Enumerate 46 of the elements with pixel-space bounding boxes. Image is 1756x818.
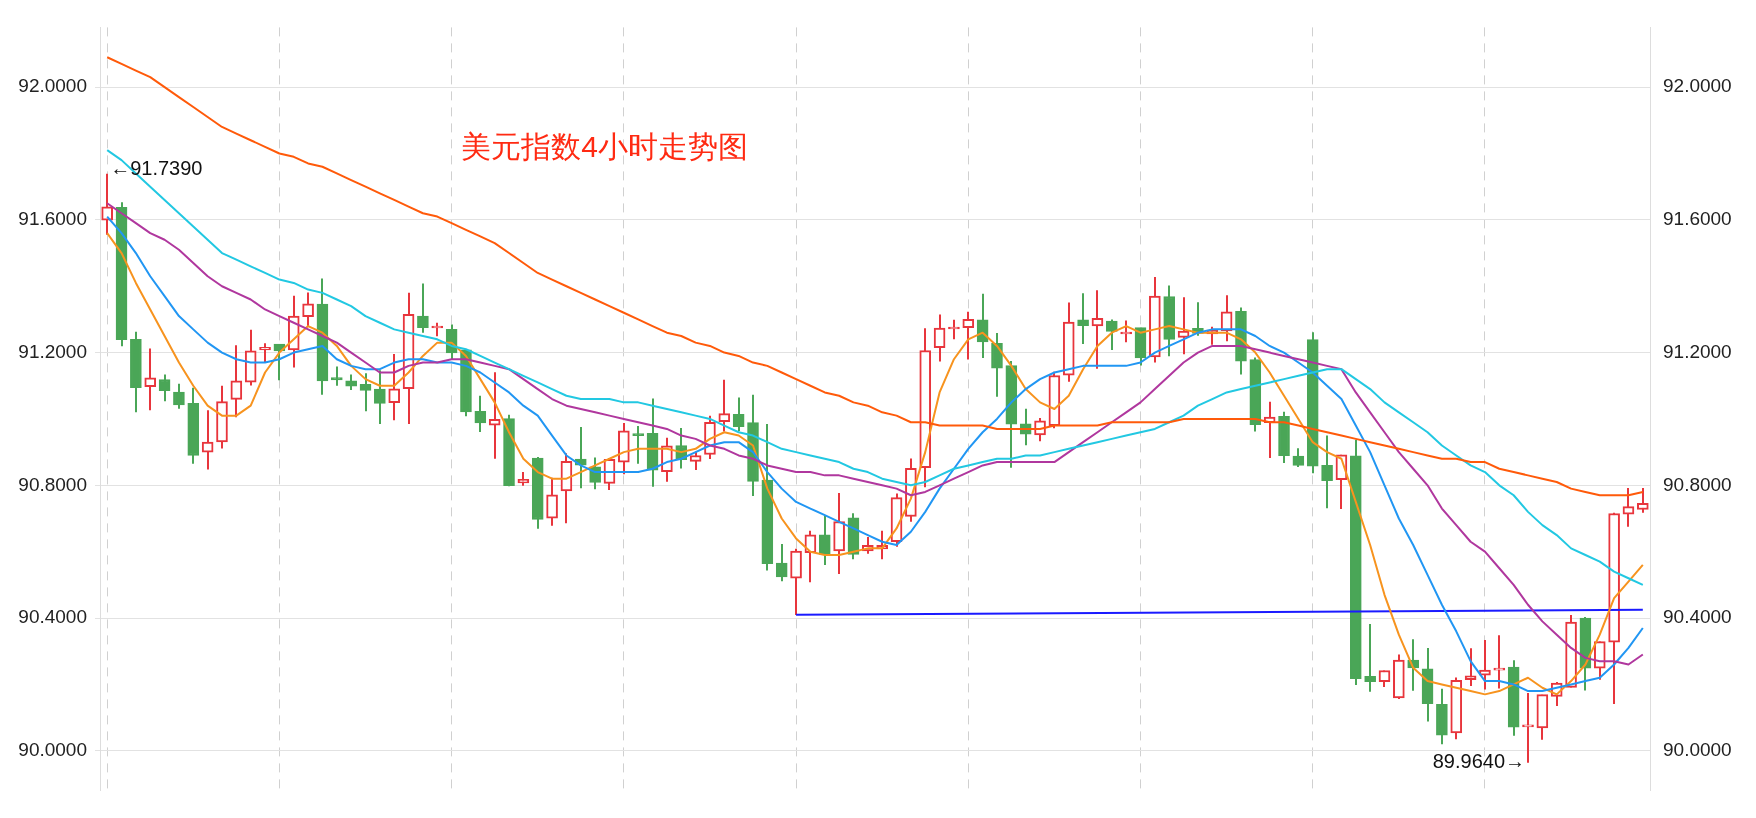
candlestick xyxy=(1077,292,1089,345)
candlestick xyxy=(732,396,745,433)
y-tick-label: 92.0000 xyxy=(18,75,87,97)
candlestick xyxy=(933,313,946,363)
candlestick xyxy=(374,369,386,425)
y2-tick-label: 90.4000 xyxy=(1663,606,1732,628)
candlestick xyxy=(158,373,171,403)
candlestick xyxy=(302,291,314,328)
candlestick xyxy=(488,371,501,460)
y-tick-label: 91.2000 xyxy=(18,340,87,362)
candlestick xyxy=(388,352,401,422)
y-tick-label: 90.4000 xyxy=(18,606,87,628)
y-tick-label: 90.8000 xyxy=(18,473,87,495)
candlestick xyxy=(818,514,831,566)
candlestick xyxy=(790,547,802,617)
annotation: 89.9640→ xyxy=(1432,750,1526,773)
y2-tick-label: 91.2000 xyxy=(1663,340,1732,362)
text: 美元指数4小时走势图 xyxy=(461,130,748,164)
candlestick xyxy=(632,424,645,465)
candlestick xyxy=(1292,447,1305,469)
candlestick xyxy=(1364,623,1376,693)
y-tick-label: 91.6000 xyxy=(18,208,87,230)
candlestick xyxy=(1105,318,1118,351)
candlestick xyxy=(718,378,731,433)
y2-tick-label: 91.6000 xyxy=(1663,208,1732,230)
candlestick xyxy=(1622,486,1635,528)
candlestick xyxy=(1464,647,1477,688)
y2-tick-label: 90.0000 xyxy=(1663,739,1732,761)
candlestick xyxy=(1177,296,1190,356)
candlestick xyxy=(962,310,975,361)
y2-tick-label: 90.8000 xyxy=(1663,473,1732,495)
y2-tick-label: 92.0000 xyxy=(1663,75,1732,97)
candlestick xyxy=(689,450,702,472)
candlestick xyxy=(991,332,1003,398)
candlestick xyxy=(417,282,429,334)
candlestick xyxy=(173,382,185,410)
candlestick xyxy=(1636,486,1649,514)
candlestick xyxy=(775,543,788,583)
candlestick xyxy=(359,372,372,413)
candlestick xyxy=(474,394,487,433)
candlestick xyxy=(259,342,271,364)
y-tick-label: 90.0000 xyxy=(18,739,87,761)
candlestick xyxy=(1321,434,1333,510)
candlestick xyxy=(1593,640,1606,681)
candlestick xyxy=(330,365,343,387)
candlestick xyxy=(144,347,157,412)
